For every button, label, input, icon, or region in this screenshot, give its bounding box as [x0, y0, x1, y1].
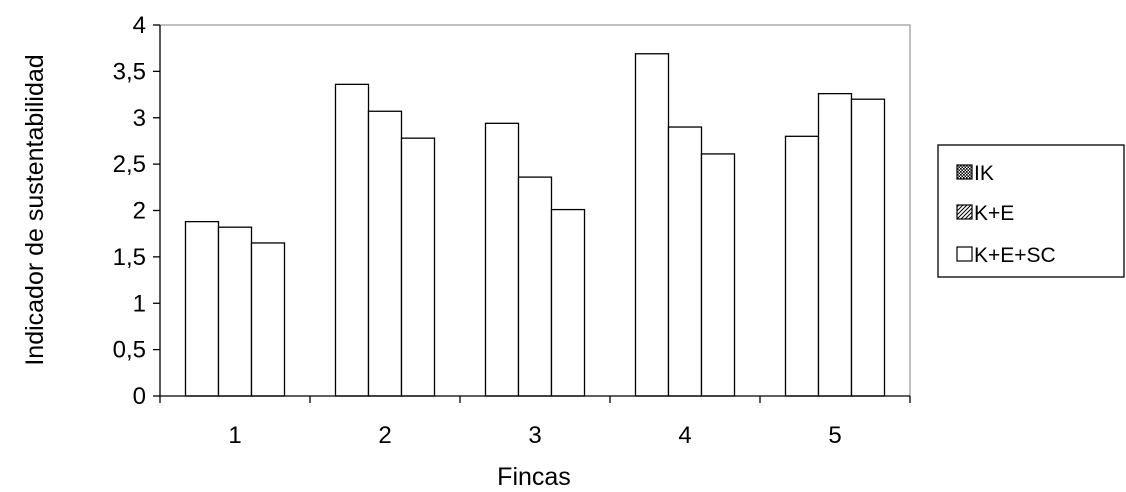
bar-ik-finca-3: [484, 122, 520, 397]
x-tick-label: 4: [678, 422, 691, 449]
x-axis-title: Fincas: [497, 463, 571, 491]
bar-k-plus-e-finca-5: [817, 92, 853, 397]
bar-k-plus-e-plus-sc-finca-4: [700, 153, 736, 397]
bar-k-plus-e-finca-1: [217, 226, 253, 397]
y-tick-label: 0,5: [113, 337, 146, 364]
x-tick-label: 1: [228, 422, 241, 449]
legend-label: K+E+SC: [974, 244, 1056, 267]
y-tick-label: 0: [133, 383, 146, 410]
bar-k-plus-e-plus-sc-finca-1: [250, 242, 286, 397]
legend: IK K+E K+E+SC: [937, 144, 1125, 278]
y-tick-label: 2,5: [113, 151, 146, 178]
bar-k-plus-e-finca-2: [367, 110, 403, 397]
bar-ik-finca-4: [634, 53, 670, 397]
bar-k-plus-e-plus-sc-finca-5: [850, 98, 886, 397]
bar-k-plus-e-finca-3: [517, 176, 553, 397]
bar-ik-finca-1: [184, 220, 220, 397]
legend-label: K+E: [974, 202, 1014, 225]
y-tick-label: 3: [133, 105, 146, 132]
y-tick-label: 2: [133, 198, 146, 225]
y-tick-label: 1,5: [113, 244, 146, 271]
x-tick-label: 2: [378, 422, 391, 449]
y-tick-label: 3,5: [113, 58, 146, 85]
bar-k-plus-e-plus-sc-finca-2: [400, 137, 436, 397]
legend-swatch: [956, 246, 973, 262]
x-tick-label: 5: [828, 422, 841, 449]
bar-k-plus-e-plus-sc-finca-3: [550, 208, 586, 397]
bar-ik-finca-5: [784, 135, 820, 397]
bar-ik-finca-2: [334, 83, 370, 397]
legend-swatch: [956, 204, 973, 220]
legend-label: IK: [974, 162, 994, 185]
bar-k-plus-e-finca-4: [667, 126, 703, 397]
y-axis-title: Indicador de sustentabilidad: [21, 54, 49, 365]
y-tick-label: 4: [133, 12, 146, 39]
y-tick-label: 1: [133, 290, 146, 317]
legend-swatch: [956, 164, 973, 180]
x-tick-label: 3: [528, 422, 541, 449]
